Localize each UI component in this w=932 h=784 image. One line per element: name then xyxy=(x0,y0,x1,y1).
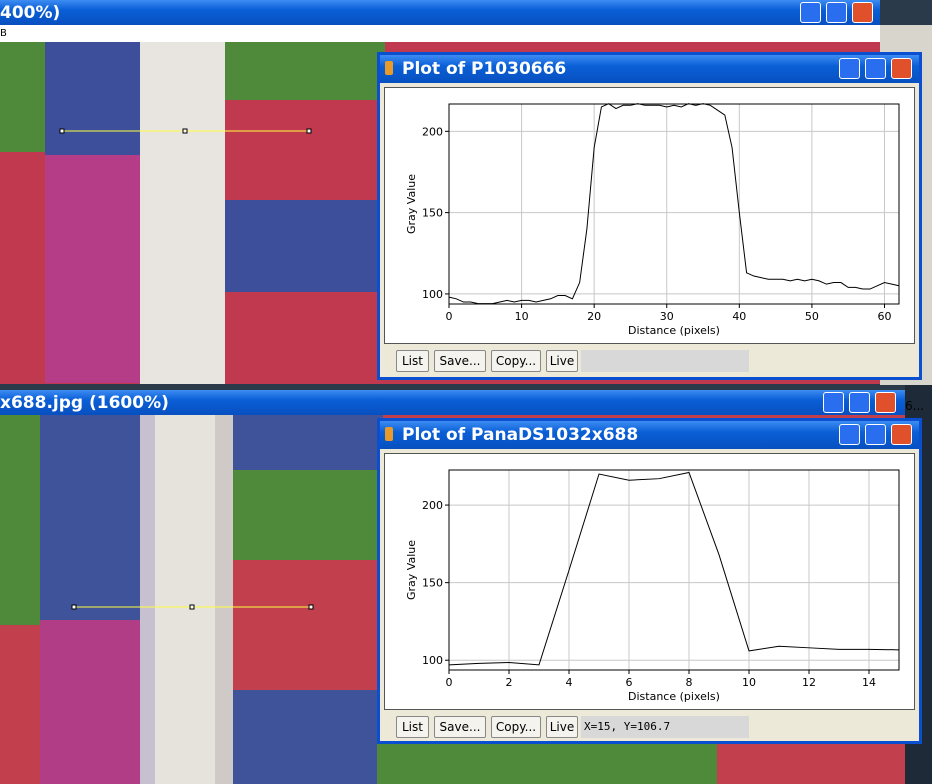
app-icon xyxy=(385,427,393,441)
title-bar: Plot of P1030666 xyxy=(380,55,919,83)
x-tick-label: 50 xyxy=(805,310,819,323)
close[interactable] xyxy=(875,392,896,413)
button-bar: List Save... Copy... Live X=15, Y=106.7 xyxy=(396,716,916,738)
x-tick-label: 2 xyxy=(506,676,513,689)
status-field xyxy=(581,350,749,372)
close[interactable] xyxy=(891,424,912,445)
plot: 0 2 4 6 8 10 12 14 100 150 200 Distance (pixels) Gra… xyxy=(405,469,900,703)
plot-frame: 0 10 20 30 40 50 60 100 150 200 Distance (pixels) G… xyxy=(384,87,915,344)
x-tick-label: 0 xyxy=(446,310,453,323)
title-bar: 400%) xyxy=(0,0,880,25)
y-tick-label: 150 xyxy=(422,207,443,220)
window-title: 400%) xyxy=(0,3,61,23)
x-tick-label: 40 xyxy=(732,310,746,323)
x-tick-label: 12 xyxy=(802,676,816,689)
button[interactable]: List xyxy=(396,716,429,738)
info-strip: B xyxy=(0,25,880,42)
close[interactable] xyxy=(852,2,873,23)
minimize[interactable] xyxy=(839,58,860,79)
y-tick-label: 100 xyxy=(422,288,443,301)
x-tick-label: 30 xyxy=(660,310,674,323)
button[interactable]: List xyxy=(396,350,429,372)
x-tick-label: 6 xyxy=(626,676,633,689)
button[interactable]: Copy... xyxy=(491,716,541,738)
plot: 0 10 20 30 40 50 60 100 150 200 Distance (pixels) G… xyxy=(405,103,900,337)
plot-window: Plot of P1030666 0 10 20 30 40 50 60 100 150 200 Di… xyxy=(377,52,922,380)
maximize[interactable] xyxy=(865,424,886,445)
x-tick-label: 10 xyxy=(515,310,529,323)
x-tick-label: 10 xyxy=(742,676,756,689)
y-tick-label: 150 xyxy=(422,577,443,590)
plot-frame: 0 2 4 6 8 10 12 14 100 150 200 Distance (pixels) Gra… xyxy=(384,453,915,710)
status-field: X=15, Y=106.7 xyxy=(581,716,749,738)
title-bar: Plot of PanaDS1032x688 xyxy=(380,421,919,449)
x-axis-label: Distance (pixels) xyxy=(628,690,720,703)
button[interactable]: Save... xyxy=(434,350,486,372)
button[interactable]: Save... xyxy=(434,716,486,738)
y-tick-label: 100 xyxy=(422,654,443,667)
window-title: Plot of P1030666 xyxy=(402,59,567,79)
minimize[interactable] xyxy=(800,2,821,23)
x-tick-label: 14 xyxy=(862,676,876,689)
maximize[interactable] xyxy=(826,2,847,23)
profile-line xyxy=(448,103,900,305)
app-icon xyxy=(385,61,393,75)
y-tick-label: 200 xyxy=(422,125,443,138)
button[interactable]: Copy... xyxy=(491,350,541,372)
minimize[interactable] xyxy=(839,424,860,445)
x-tick-label: 8 xyxy=(686,676,693,689)
plot-area xyxy=(448,103,900,305)
window-title: x688.jpg (1600%) xyxy=(0,393,169,413)
maximize[interactable] xyxy=(849,392,870,413)
button[interactable]: Live xyxy=(546,350,578,372)
x-tick-label: 60 xyxy=(877,310,891,323)
x-axis-label: Distance (pixels) xyxy=(628,324,720,337)
maximize[interactable] xyxy=(865,58,886,79)
close[interactable] xyxy=(891,58,912,79)
button-bar: List Save... Copy... Live xyxy=(396,350,916,372)
x-tick-label: 0 xyxy=(446,676,453,689)
y-axis-label: Gray Value xyxy=(405,540,418,600)
y-axis-label: Gray Value xyxy=(405,174,418,234)
y-tick-label: 200 xyxy=(422,499,443,512)
plot-area xyxy=(448,469,900,671)
button[interactable]: Live xyxy=(546,716,578,738)
plot-window: Plot of PanaDS1032x688 0 2 4 6 8 10 12 14 100 150 2… xyxy=(377,418,922,744)
x-tick-label: 20 xyxy=(587,310,601,323)
behind-text: 6... xyxy=(905,399,925,413)
minimize[interactable] xyxy=(823,392,844,413)
title-bar: x688.jpg (1600%) xyxy=(0,390,905,415)
window-title: Plot of PanaDS1032x688 xyxy=(402,425,639,445)
profile-line xyxy=(448,471,900,666)
x-tick-label: 4 xyxy=(566,676,573,689)
